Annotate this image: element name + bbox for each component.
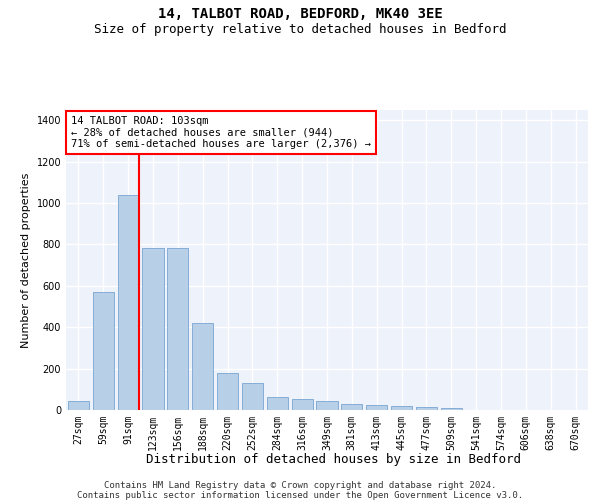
Bar xyxy=(292,398,313,410)
Y-axis label: Number of detached properties: Number of detached properties xyxy=(21,172,31,348)
Bar xyxy=(167,248,188,410)
Text: 14 TALBOT ROAD: 103sqm
← 28% of detached houses are smaller (944)
71% of semi-de: 14 TALBOT ROAD: 103sqm ← 28% of detached… xyxy=(71,116,371,149)
Text: Size of property relative to detached houses in Bedford: Size of property relative to detached ho… xyxy=(94,22,506,36)
Bar xyxy=(391,406,412,410)
Bar xyxy=(441,408,462,410)
Bar xyxy=(316,400,338,410)
Text: Contains HM Land Registry data © Crown copyright and database right 2024.: Contains HM Land Registry data © Crown c… xyxy=(104,481,496,490)
Bar xyxy=(192,323,213,410)
Text: Contains public sector information licensed under the Open Government Licence v3: Contains public sector information licen… xyxy=(77,491,523,500)
Bar xyxy=(416,407,437,410)
Bar xyxy=(242,383,263,410)
Bar xyxy=(217,373,238,410)
Text: Distribution of detached houses by size in Bedford: Distribution of detached houses by size … xyxy=(146,452,521,466)
Text: 14, TALBOT ROAD, BEDFORD, MK40 3EE: 14, TALBOT ROAD, BEDFORD, MK40 3EE xyxy=(158,8,442,22)
Bar xyxy=(366,405,387,410)
Bar xyxy=(93,292,114,410)
Bar xyxy=(142,248,164,410)
Bar xyxy=(341,404,362,410)
Bar xyxy=(267,396,288,410)
Bar xyxy=(118,195,139,410)
Bar xyxy=(68,400,89,410)
